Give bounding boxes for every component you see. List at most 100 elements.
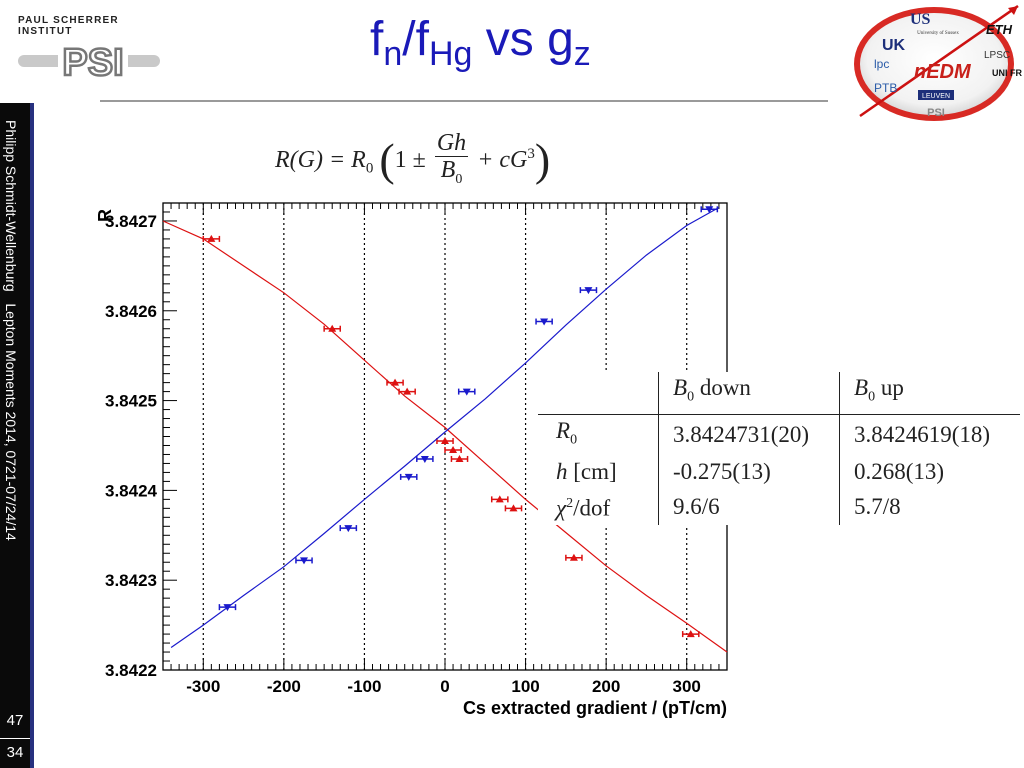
data-point [705,206,714,214]
x-tick-label: 200 [592,677,620,696]
y-tick-label: 3.8424 [105,481,158,500]
x-tick-label: -300 [186,677,220,696]
data-point [509,504,518,512]
table-cell: -0.275(13) [657,456,840,489]
table-cell: 3.8424731(20) [657,414,840,457]
logo-label: University of Sussex [917,31,959,36]
sidebar-accent [30,103,34,768]
y-tick-label: 3.8426 [105,302,157,321]
x-tick-label: -200 [267,677,301,696]
formula-den-b: B [440,157,456,183]
data-point [328,324,337,332]
page-number-top: 47 [6,712,24,729]
results-table: B0 down B0 up R0 3.8424731(20) 3.8424619… [538,372,1020,525]
page-title: fn/fHg vs gz [370,12,591,82]
psi-logo-text: PSI [62,42,123,81]
data-point [462,388,471,396]
formula-sup: 3 [527,145,535,162]
table-row: R0 3.8424731(20) 3.8424619(18) [538,414,1020,457]
page-number-bottom: 34 [6,744,24,761]
table-header-row: B0 down B0 up [538,372,1020,415]
table-cell: χ2/dof [556,495,611,521]
x-tick-label: 100 [511,677,539,696]
fit-formula: R(G) = R0 (1 ± Gh B0 + cG3) [275,130,550,190]
fit-curve-series-0 [162,220,728,653]
footer-text-label: Philipp Schmidt-Wellenburg Lepton Moment… [3,120,19,541]
data-point [344,525,353,533]
title-part: f [370,13,384,66]
table-cell: R0 [556,417,578,448]
formula-numerator: Gh [434,130,469,157]
header-b0-down: B [673,375,688,400]
nedm-collaboration-logo: US ETH UK LPSC lpc nEDM UNI FR PTB LEUVE… [854,4,1022,121]
table-cell: 5.7/8 [839,488,1020,525]
formula-denominator: B0 [435,157,468,193]
formula-paren-open: ( [379,133,395,185]
table-cell: 0.268(13) [839,456,1020,489]
y-axis-label: R [95,209,115,222]
table-cell: 3.8424619(18) [839,414,1020,457]
title-sub: n [383,35,403,73]
formula-cubic: + cG [477,146,528,173]
y-tick-label: 3.8422 [105,661,157,680]
x-tick-label: 300 [673,677,701,696]
formula-one-pm: 1 ± [394,146,426,173]
formula-lhs: R(G) = R [275,146,366,173]
formula-fraction: Gh B0 [434,130,469,193]
table-row: χ2/dof 9.6/6 5.7/8 [538,488,1020,525]
psi-logo: PAUL SCHERRER INSTITUT PSI [18,15,168,85]
footer-text: Philipp Schmidt-Wellenburg Lepton Moment… [3,120,29,680]
data-point [404,473,413,481]
table-header-cell: B0 down [657,372,840,415]
logo-label: PTB [874,81,897,95]
logo-label: LEUVEN [922,93,950,100]
formula-den-sub: 0 [455,171,463,187]
y-tick-label: 3.8427 [105,212,157,231]
title-divider [100,100,828,102]
data-point [207,234,216,242]
title-part: /f [402,13,429,66]
title-part: vs g [472,13,574,66]
table-row: h [cm] -0.275(13) 0.268(13) [538,456,1020,489]
institute-name: PAUL SCHERRER INSTITUT [18,15,119,37]
logo-label: US [910,11,931,28]
y-tick-label: 3.8425 [105,392,157,411]
x-tick-label: 0 [440,677,449,696]
logo-label: LPSC [984,50,1010,61]
data-point [584,287,593,295]
table-cell: h [cm] [556,459,617,485]
data-point [391,378,400,386]
table-header-cell: B0 up [839,372,1020,415]
title-sub: z [573,35,591,73]
table-header-cell [538,372,659,415]
logo-label: ETH [986,22,1013,37]
data-point [686,630,695,638]
y-tick-label: 3.8423 [105,571,157,590]
data-point [455,454,464,462]
formula-sub: 0 [365,160,374,177]
data-point [569,553,578,561]
x-axis-label: Cs extracted gradient / (pT/cm) [463,698,727,718]
page-number-divider [0,738,30,739]
logo-label: UK [882,37,906,54]
psi-logo-mark: PSI [18,41,160,85]
x-tick-label: -100 [347,677,381,696]
table-cell: 9.6/6 [657,488,840,525]
title-sub: Hg [428,35,473,73]
header-b0-up: B [854,375,869,400]
fit-curve-series-1 [170,206,720,648]
header-sub: 0 [868,389,876,405]
data-point [403,387,412,395]
logo-label: PSI [927,107,945,119]
header-sub: 0 [687,389,695,405]
data-point [420,455,429,463]
formula-paren-close: ) [534,133,551,185]
logo-label: UNI FR [992,68,1022,78]
data-point [540,318,549,326]
data-point [441,436,449,444]
data-point [495,495,504,503]
data-point [449,445,458,453]
data-point [300,557,308,565]
fit-results-table: B0 down B0 up R0 3.8424731(20) 3.8424619… [538,372,1020,525]
